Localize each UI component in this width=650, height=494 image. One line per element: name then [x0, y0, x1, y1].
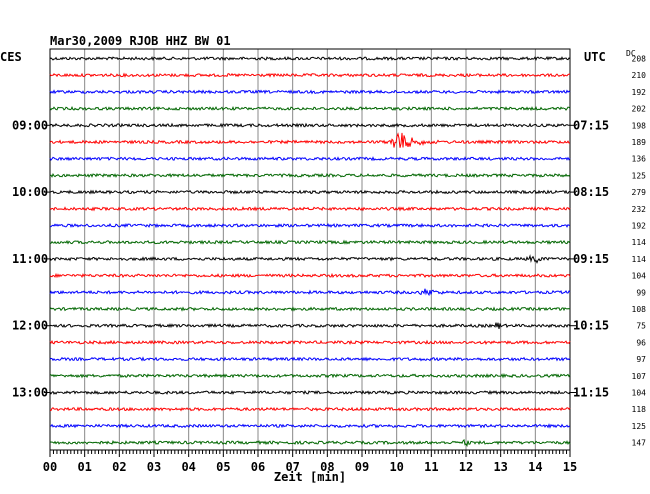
trace-line-4 — [49, 105, 571, 112]
dc-header-label: DC — [626, 49, 636, 58]
dc-value-label: 192 — [632, 88, 647, 97]
trace-line-21 — [49, 389, 571, 395]
x-tick-label: 02 — [112, 460, 126, 474]
x-tick-label: 08 — [320, 460, 334, 474]
x-tick-label: 00 — [43, 460, 57, 474]
left-hour-label: 11:00 — [12, 252, 48, 266]
chart-title: Mar30,2009 RJOB HHZ BW 01 — [50, 34, 231, 48]
left-hour-label: 13:00 — [12, 386, 48, 400]
dc-value-label: 192 — [632, 222, 647, 231]
right-hour-label: 10:15 — [573, 319, 609, 333]
x-tick-label: 07 — [285, 460, 299, 474]
right-hour-labels: 07:15 08:15 09:15 10:15 11:15 — [570, 118, 609, 400]
trace-line-5 — [49, 122, 571, 129]
grid-lines — [84, 49, 536, 450]
trace-line-22 — [49, 406, 571, 412]
dc-value-label: 104 — [632, 389, 647, 398]
trace-line-12 — [49, 239, 571, 245]
x-tick-label: 01 — [77, 460, 91, 474]
trace-line-18 — [49, 339, 571, 345]
dc-value-label: 104 — [632, 272, 647, 281]
trace-line-19 — [49, 356, 571, 362]
left-timezone-label: CES — [0, 50, 22, 64]
dc-value-label: 114 — [632, 238, 647, 247]
left-hour-label: 10:00 — [12, 185, 48, 199]
trace-line-1 — [49, 56, 571, 62]
x-tick-label: 09 — [355, 460, 369, 474]
dc-value-label: 210 — [632, 71, 647, 80]
x-tick-label: 13 — [493, 460, 507, 474]
dc-value-label: 279 — [632, 188, 647, 197]
trace-line-3 — [49, 89, 571, 95]
trace-line-23 — [49, 423, 571, 429]
trace-line-9 — [49, 189, 571, 195]
dc-value-label: 189 — [632, 138, 647, 147]
dc-value-label: 198 — [632, 121, 647, 130]
dc-value-labels: 208 210 192 202 198 189 136 125 279 232 192 114 114 1… — [632, 55, 647, 448]
dc-value-label: 108 — [632, 305, 647, 314]
x-tick-label: 03 — [147, 460, 161, 474]
right-hour-label: 09:15 — [573, 252, 609, 266]
dc-value-label: 99 — [636, 288, 646, 297]
x-tick-label: 14 — [528, 460, 542, 474]
trace-group — [49, 56, 571, 447]
x-tick-label: 15 — [563, 460, 577, 474]
trace-line-24 — [49, 438, 571, 447]
dc-value-label: 208 — [632, 55, 647, 64]
trace-line-14 — [49, 272, 571, 279]
right-hour-label: 08:15 — [573, 185, 609, 199]
left-hour-label: 09:00 — [12, 118, 48, 132]
x-axis-label: Zeit [min] — [274, 470, 346, 484]
trace-line-13 — [49, 254, 571, 264]
dc-value-label: 125 — [632, 171, 647, 180]
x-tick-label: 10 — [389, 460, 403, 474]
right-hour-label: 11:15 — [573, 386, 609, 400]
right-timezone-label: UTC — [584, 50, 606, 64]
x-tick-label: 05 — [216, 460, 230, 474]
trace-line-15 — [49, 288, 571, 297]
trace-line-20 — [49, 373, 571, 379]
x-tick-label: 06 — [251, 460, 265, 474]
right-hour-label: 07:15 — [573, 118, 609, 132]
dc-value-label: 114 — [632, 255, 647, 264]
dc-value-label: 147 — [632, 439, 647, 448]
trace-line-11 — [50, 222, 571, 229]
left-hour-labels: 09:00 10:00 11:00 12:00 13:00 — [12, 118, 50, 400]
trace-line-6 — [49, 132, 571, 148]
trace-line-10 — [49, 206, 571, 212]
dc-value-label: 96 — [636, 338, 646, 347]
dc-value-label: 75 — [636, 322, 646, 331]
x-tick-label: 12 — [459, 460, 473, 474]
trace-line-16 — [49, 306, 571, 312]
dc-value-label: 232 — [632, 205, 647, 214]
x-axis: 00 01 02 03 04 05 06 07 08 09 10 11 12 13 14 15 — [43, 450, 577, 474]
left-hour-label: 12:00 — [12, 319, 48, 333]
dc-value-label: 136 — [632, 155, 647, 164]
trace-line-17 — [49, 322, 571, 329]
trace-line-2 — [49, 72, 570, 78]
trace-line-8 — [49, 172, 571, 179]
dc-value-label: 118 — [632, 405, 647, 414]
dc-value-label: 97 — [636, 355, 646, 364]
x-tick-label: 11 — [424, 460, 438, 474]
dc-value-label: 202 — [632, 105, 647, 114]
x-tick-label: 04 — [181, 460, 195, 474]
trace-line-7 — [49, 156, 571, 162]
dc-value-label: 107 — [632, 372, 647, 381]
dc-value-label: 125 — [632, 422, 647, 431]
